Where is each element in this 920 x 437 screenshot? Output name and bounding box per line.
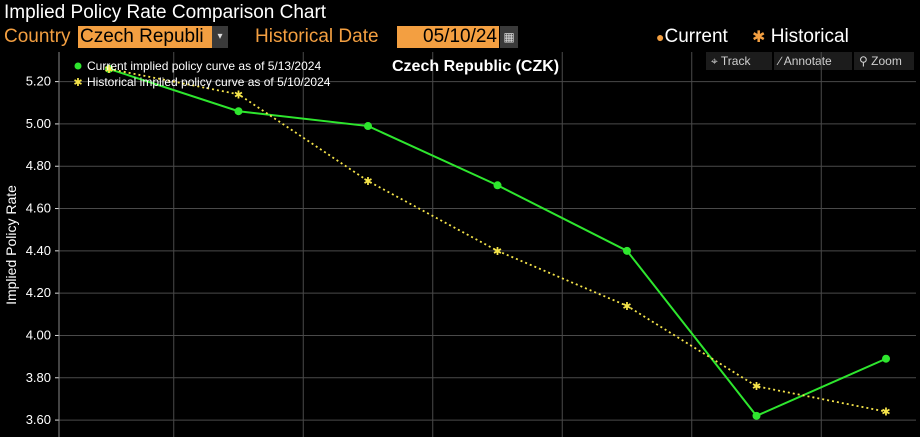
series-line-historical: [108, 68, 887, 413]
y-tick-label: 4.00: [26, 327, 51, 342]
data-point-historical: ✱: [234, 88, 243, 101]
y-tick-label: 3.80: [26, 370, 51, 385]
legend-entry-current: Current implied policy curve as of 5/13/…: [87, 59, 321, 73]
legend-marker-current: [74, 62, 82, 70]
annotate-button[interactable]: ∕ Annotate: [774, 52, 852, 70]
data-point-current: [493, 181, 502, 190]
calendar-icon[interactable]: ▦: [500, 26, 518, 48]
crosshair-icon: ⌖: [711, 54, 718, 68]
country-select[interactable]: Czech Republi: [78, 26, 228, 48]
y-tick-label: 4.80: [26, 158, 51, 173]
data-point-historical: ✱: [881, 406, 890, 419]
data-point-current: [234, 107, 243, 116]
legend-historical-label: Historical: [770, 26, 849, 47]
data-point-historical: ✱: [622, 300, 631, 313]
y-tick-label: 5.20: [26, 74, 51, 89]
historical-date-input[interactable]: 05/10/24: [397, 26, 499, 48]
magnifier-icon: ⚲: [859, 54, 868, 68]
track-button[interactable]: ⌖ Track: [706, 52, 772, 70]
data-point-current: [882, 354, 890, 363]
dot-icon: ●: [656, 29, 665, 45]
data-point-current: [364, 122, 372, 131]
y-tick-label: 4.20: [26, 285, 51, 300]
data-point-historical: ✱: [104, 63, 113, 76]
chart-title: Czech Republic (CZK): [392, 58, 559, 75]
y-tick-label: 4.60: [26, 201, 51, 216]
y-tick-label: 3.60: [26, 412, 51, 427]
asterisk-icon: ✱: [752, 29, 766, 46]
legend-marker-historical: ✱: [73, 76, 82, 89]
legend-toggle-current[interactable]: ●Current: [656, 26, 728, 48]
country-label: Country: [4, 26, 71, 47]
y-tick-label: 5.00: [26, 116, 51, 131]
historical-date-label: Historical Date: [255, 26, 379, 47]
y-tick-label: 4.40: [26, 243, 51, 258]
zoom-button[interactable]: ⚲ Zoom: [854, 52, 914, 70]
page-title: Implied Policy Rate Comparison Chart: [4, 2, 327, 23]
pencil-icon: ∕: [779, 54, 782, 68]
legend-toggle-historical[interactable]: ✱ Historical: [752, 26, 849, 48]
data-point-historical: ✱: [752, 380, 761, 393]
controls-bar: Country Czech Republi ▾ Historical Date …: [0, 26, 920, 50]
legend-current-label: Current: [664, 26, 728, 47]
data-point-current: [752, 411, 761, 420]
legend-entry-historical: Historical implied policy curve as of 5/…: [87, 75, 331, 89]
chevron-down-icon[interactable]: ▾: [212, 26, 228, 48]
series-line-current: [108, 67, 887, 418]
data-point-historical: ✱: [363, 175, 372, 188]
data-point-historical: ✱: [493, 245, 502, 258]
y-axis-label: Implied Policy Rate: [3, 185, 19, 305]
data-point-current: [623, 246, 631, 255]
